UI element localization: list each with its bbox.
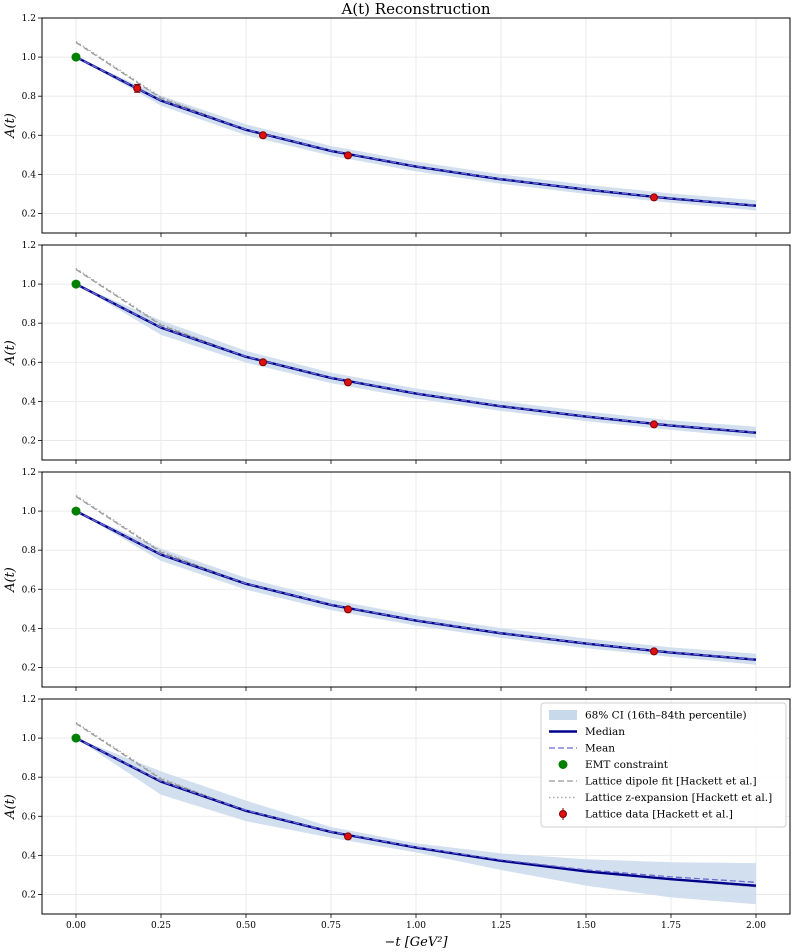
legend-label: Lattice data [Hackett et al.] [585, 809, 733, 821]
legend-swatch-emt [558, 760, 568, 769]
ci-band [76, 738, 756, 905]
y-tick-label: 0.4 [22, 624, 37, 634]
panels: 0.2 0.4 0.6 0.8 1.0 1.2 A(t) 0.2 0.4 0.6 0.8 1.0 1.2… [3, 14, 791, 931]
y-tick-label: 0.8 [22, 319, 37, 329]
lattice-point [650, 647, 658, 656]
x-tick-label: 0.25 [151, 921, 171, 931]
legend: 68% CI (16th–84th percentile) Median Mean E… [540, 702, 787, 828]
figure-title: A(t) Reconstruction [340, 0, 490, 18]
ci-band [76, 57, 756, 211]
panel-frame [41, 471, 791, 688]
panel-3: 0.2 0.4 0.6 0.8 1.0 1.2 A(t) [3, 468, 791, 691]
lattice-point [344, 605, 352, 614]
legend-label: EMT constraint [585, 759, 669, 771]
y-tick-label: 0.6 [22, 358, 37, 368]
y-tick-label: 1.2 [22, 695, 36, 705]
legend-item-lattice: Lattice data [Hackett et al.] [559, 808, 733, 821]
legend-item-emt: EMT constraint [558, 759, 669, 771]
y-axis-label: A(t) [3, 567, 18, 593]
y-tick-label: 1.2 [22, 14, 36, 24]
plot-area [71, 267, 757, 438]
legend-item-median: Median [549, 726, 625, 738]
lattice-point [344, 378, 352, 387]
y-tick-label: 0.8 [22, 92, 37, 102]
plot-area [71, 40, 757, 211]
y-tick-label: 0.4 [22, 851, 37, 861]
mean-line [75, 283, 757, 434]
emt-point [71, 279, 81, 289]
y-tick-label: 0.2 [22, 890, 36, 900]
emt-point [71, 52, 81, 62]
lattice-point [259, 131, 267, 140]
y-tick-label: 0.4 [22, 170, 37, 180]
y-tick-label: 0.4 [22, 397, 37, 407]
y-axis-label: A(t) [3, 113, 18, 139]
y-tick-label: 1.0 [22, 280, 37, 290]
y-tick-label: 0.8 [22, 546, 37, 556]
x-tick-label: 1.00 [406, 921, 426, 931]
legend-label: Lattice dipole fit [Hackett et al.] [585, 776, 757, 788]
median-line [75, 737, 757, 887]
x-tick-label: 1.75 [661, 921, 681, 931]
x-tick-label: 0.00 [66, 921, 86, 931]
y-tick-label: 0.8 [22, 773, 37, 783]
x-tick-label: 2.00 [746, 921, 766, 931]
y-tick-label: 0.2 [22, 209, 36, 219]
lattice-point [259, 358, 267, 367]
y-tick-label: 1.0 [22, 734, 37, 744]
emt-point [71, 733, 81, 743]
plot-area [71, 494, 757, 665]
y-tick-label: 1.0 [22, 507, 37, 517]
lattice-point [344, 832, 352, 841]
x-tick-label: 1.50 [576, 921, 596, 931]
legend-box [540, 702, 787, 828]
panel-frame [41, 698, 791, 915]
panel-4: 0.00 0.25 0.50 0.75 1.00 1.25 1.50 1.75 2.00 0.2 0… [3, 695, 791, 931]
legend-item-dipole: Lattice dipole fit [Hackett et al.] [549, 776, 757, 788]
x-tick-label: 0.50 [236, 921, 256, 931]
legend-item-mean: Mean [549, 743, 615, 755]
x-tick-label: 1.25 [491, 921, 511, 931]
y-tick-label: 0.6 [22, 131, 37, 141]
panel-2: 0.2 0.4 0.6 0.8 1.0 1.2 A(t) [3, 241, 791, 464]
lattice-point [344, 151, 352, 160]
mean-line [75, 56, 757, 207]
mean-line [75, 510, 757, 661]
legend-swatch-lattice [559, 810, 567, 818]
legend-label: Mean [585, 743, 615, 755]
lattice-point [133, 84, 142, 93]
y-tick-label: 0.2 [22, 436, 36, 446]
x-tick-label: 0.75 [321, 921, 341, 931]
mean-line [75, 737, 757, 883]
y-axis-label: A(t) [3, 340, 18, 366]
legend-label: Lattice z-expansion [Hackett et al.] [585, 792, 772, 804]
legend-label: 68% CI (16th–84th percentile) [585, 710, 747, 722]
y-tick-label: 0.6 [22, 585, 37, 595]
x-axis-label: −t [GeV²] [384, 935, 448, 950]
y-tick-label: 1.2 [22, 241, 36, 251]
y-tick-label: 0.2 [22, 663, 36, 673]
lattice-point [650, 420, 658, 429]
ci-band [76, 511, 756, 665]
lattice-point [650, 193, 658, 202]
panel-frame [41, 17, 791, 234]
y-axis-label: A(t) [3, 794, 18, 820]
y-tick-label: 0.6 [22, 812, 37, 822]
y-tick-label: 1.0 [22, 53, 37, 63]
plot-area [71, 721, 757, 905]
panel-frame [41, 244, 791, 461]
emt-point [71, 506, 81, 516]
legend-label: Median [585, 726, 625, 738]
panel-1: 0.2 0.4 0.6 0.8 1.0 1.2 A(t) [3, 14, 791, 237]
legend-item-band: 68% CI (16th–84th percentile) [549, 710, 747, 722]
legend-swatch-band [549, 710, 577, 720]
y-tick-label: 1.2 [22, 468, 36, 478]
ci-band [76, 284, 756, 438]
legend-item-zexp: Lattice z-expansion [Hackett et al.] [549, 792, 772, 804]
